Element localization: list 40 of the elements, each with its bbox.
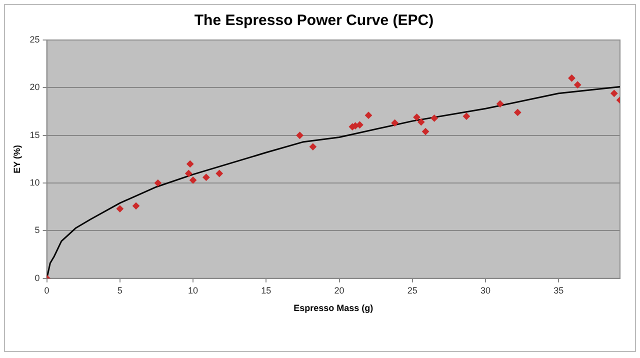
- point: [430, 114, 438, 122]
- x-tick-label: 35: [554, 285, 564, 296]
- chart-title: The Espresso Power Curve (EPC): [194, 12, 434, 30]
- point: [610, 90, 618, 97]
- x-tick-label: 20: [334, 285, 344, 296]
- x-axis-title: Espresso Mass (g): [294, 303, 374, 314]
- point: [186, 160, 194, 168]
- y-axis-title: EY (%): [12, 145, 22, 174]
- point: [154, 180, 162, 187]
- point: [309, 143, 316, 150]
- x-tick-label: 10: [188, 285, 198, 296]
- y-tick-label: 10: [30, 178, 40, 188]
- point: [202, 174, 210, 181]
- point: [568, 74, 576, 82]
- x-tick-label: 25: [407, 285, 418, 296]
- point: [185, 170, 192, 178]
- point: [391, 119, 398, 126]
- x-tick-label: 15: [261, 285, 272, 296]
- y-tick-label: 25: [30, 34, 40, 44]
- point: [365, 112, 372, 119]
- point: [462, 112, 470, 120]
- point: [356, 121, 364, 128]
- point: [422, 128, 430, 136]
- x-tick-label: 5: [117, 285, 122, 296]
- point: [496, 100, 504, 108]
- point: [418, 118, 425, 126]
- y-tick-label: 0: [34, 272, 40, 283]
- point: [116, 205, 124, 212]
- y-tick-label: 15: [30, 130, 40, 140]
- point: [574, 81, 582, 88]
- point: [190, 176, 197, 184]
- x-tick-label: 0: [44, 285, 50, 296]
- point: [413, 114, 420, 121]
- point: [132, 202, 140, 210]
- point: [296, 132, 304, 139]
- y-tick-label: 20: [30, 82, 40, 92]
- point: [514, 108, 522, 116]
- x-tick-label: 30: [480, 285, 490, 296]
- y-tick-label: 5: [34, 225, 40, 236]
- point: [216, 170, 223, 178]
